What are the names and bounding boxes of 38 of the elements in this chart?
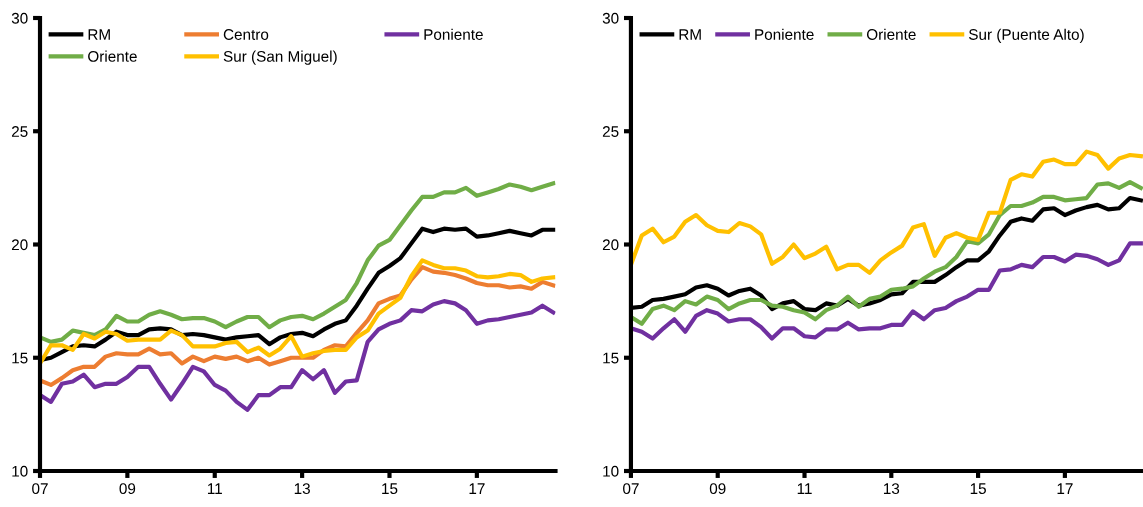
y-tick-label: 20 [602,239,619,251]
line-series [630,180,1143,326]
x-tick-label: 09 [709,483,726,495]
y-tick-label: 10 [603,465,619,477]
legend-label: RM [679,29,701,40]
x-tick-label: 11 [207,483,222,494]
legend-label: Oriente [866,28,916,40]
y-tick-label: 30 [11,12,28,24]
legend-label: Centro [223,29,269,40]
y-tick-label: 25 [11,126,28,137]
line-series [40,299,556,412]
x-tick-label: 07 [623,483,639,495]
x-tick-label: 15 [382,483,398,495]
x-tick-label: 13 [294,483,310,495]
legend-label: Sur (Puente Alto) [968,28,1084,43]
x-tick-label: 11 [797,483,812,494]
y-tick-label: 20 [11,239,28,251]
line-series [40,258,556,366]
y-tick-label: 15 [603,352,619,364]
y-tick-label: 10 [12,465,28,477]
x-tick-label: 17 [1057,483,1073,494]
legend-label: Poniente [755,28,814,40]
x-tick-label: 15 [970,483,986,495]
x-tick-label: 13 [883,483,900,495]
legend-label: Sur (San Miguel) [223,50,337,65]
line-series [630,149,1143,275]
x-tick-label: 07 [32,483,48,495]
legend-label: RM [88,29,110,40]
line-series [40,181,556,344]
legend-label: Oriente [88,50,137,62]
x-tick-label: 17 [469,483,485,494]
y-tick-label: 30 [602,12,619,24]
y-tick-label: 25 [602,126,619,137]
line-series [40,265,556,388]
legend-label: Poniente [424,28,483,40]
y-tick-label: 15 [12,352,28,364]
x-tick-label: 09 [119,483,136,495]
line-series [630,241,1143,341]
